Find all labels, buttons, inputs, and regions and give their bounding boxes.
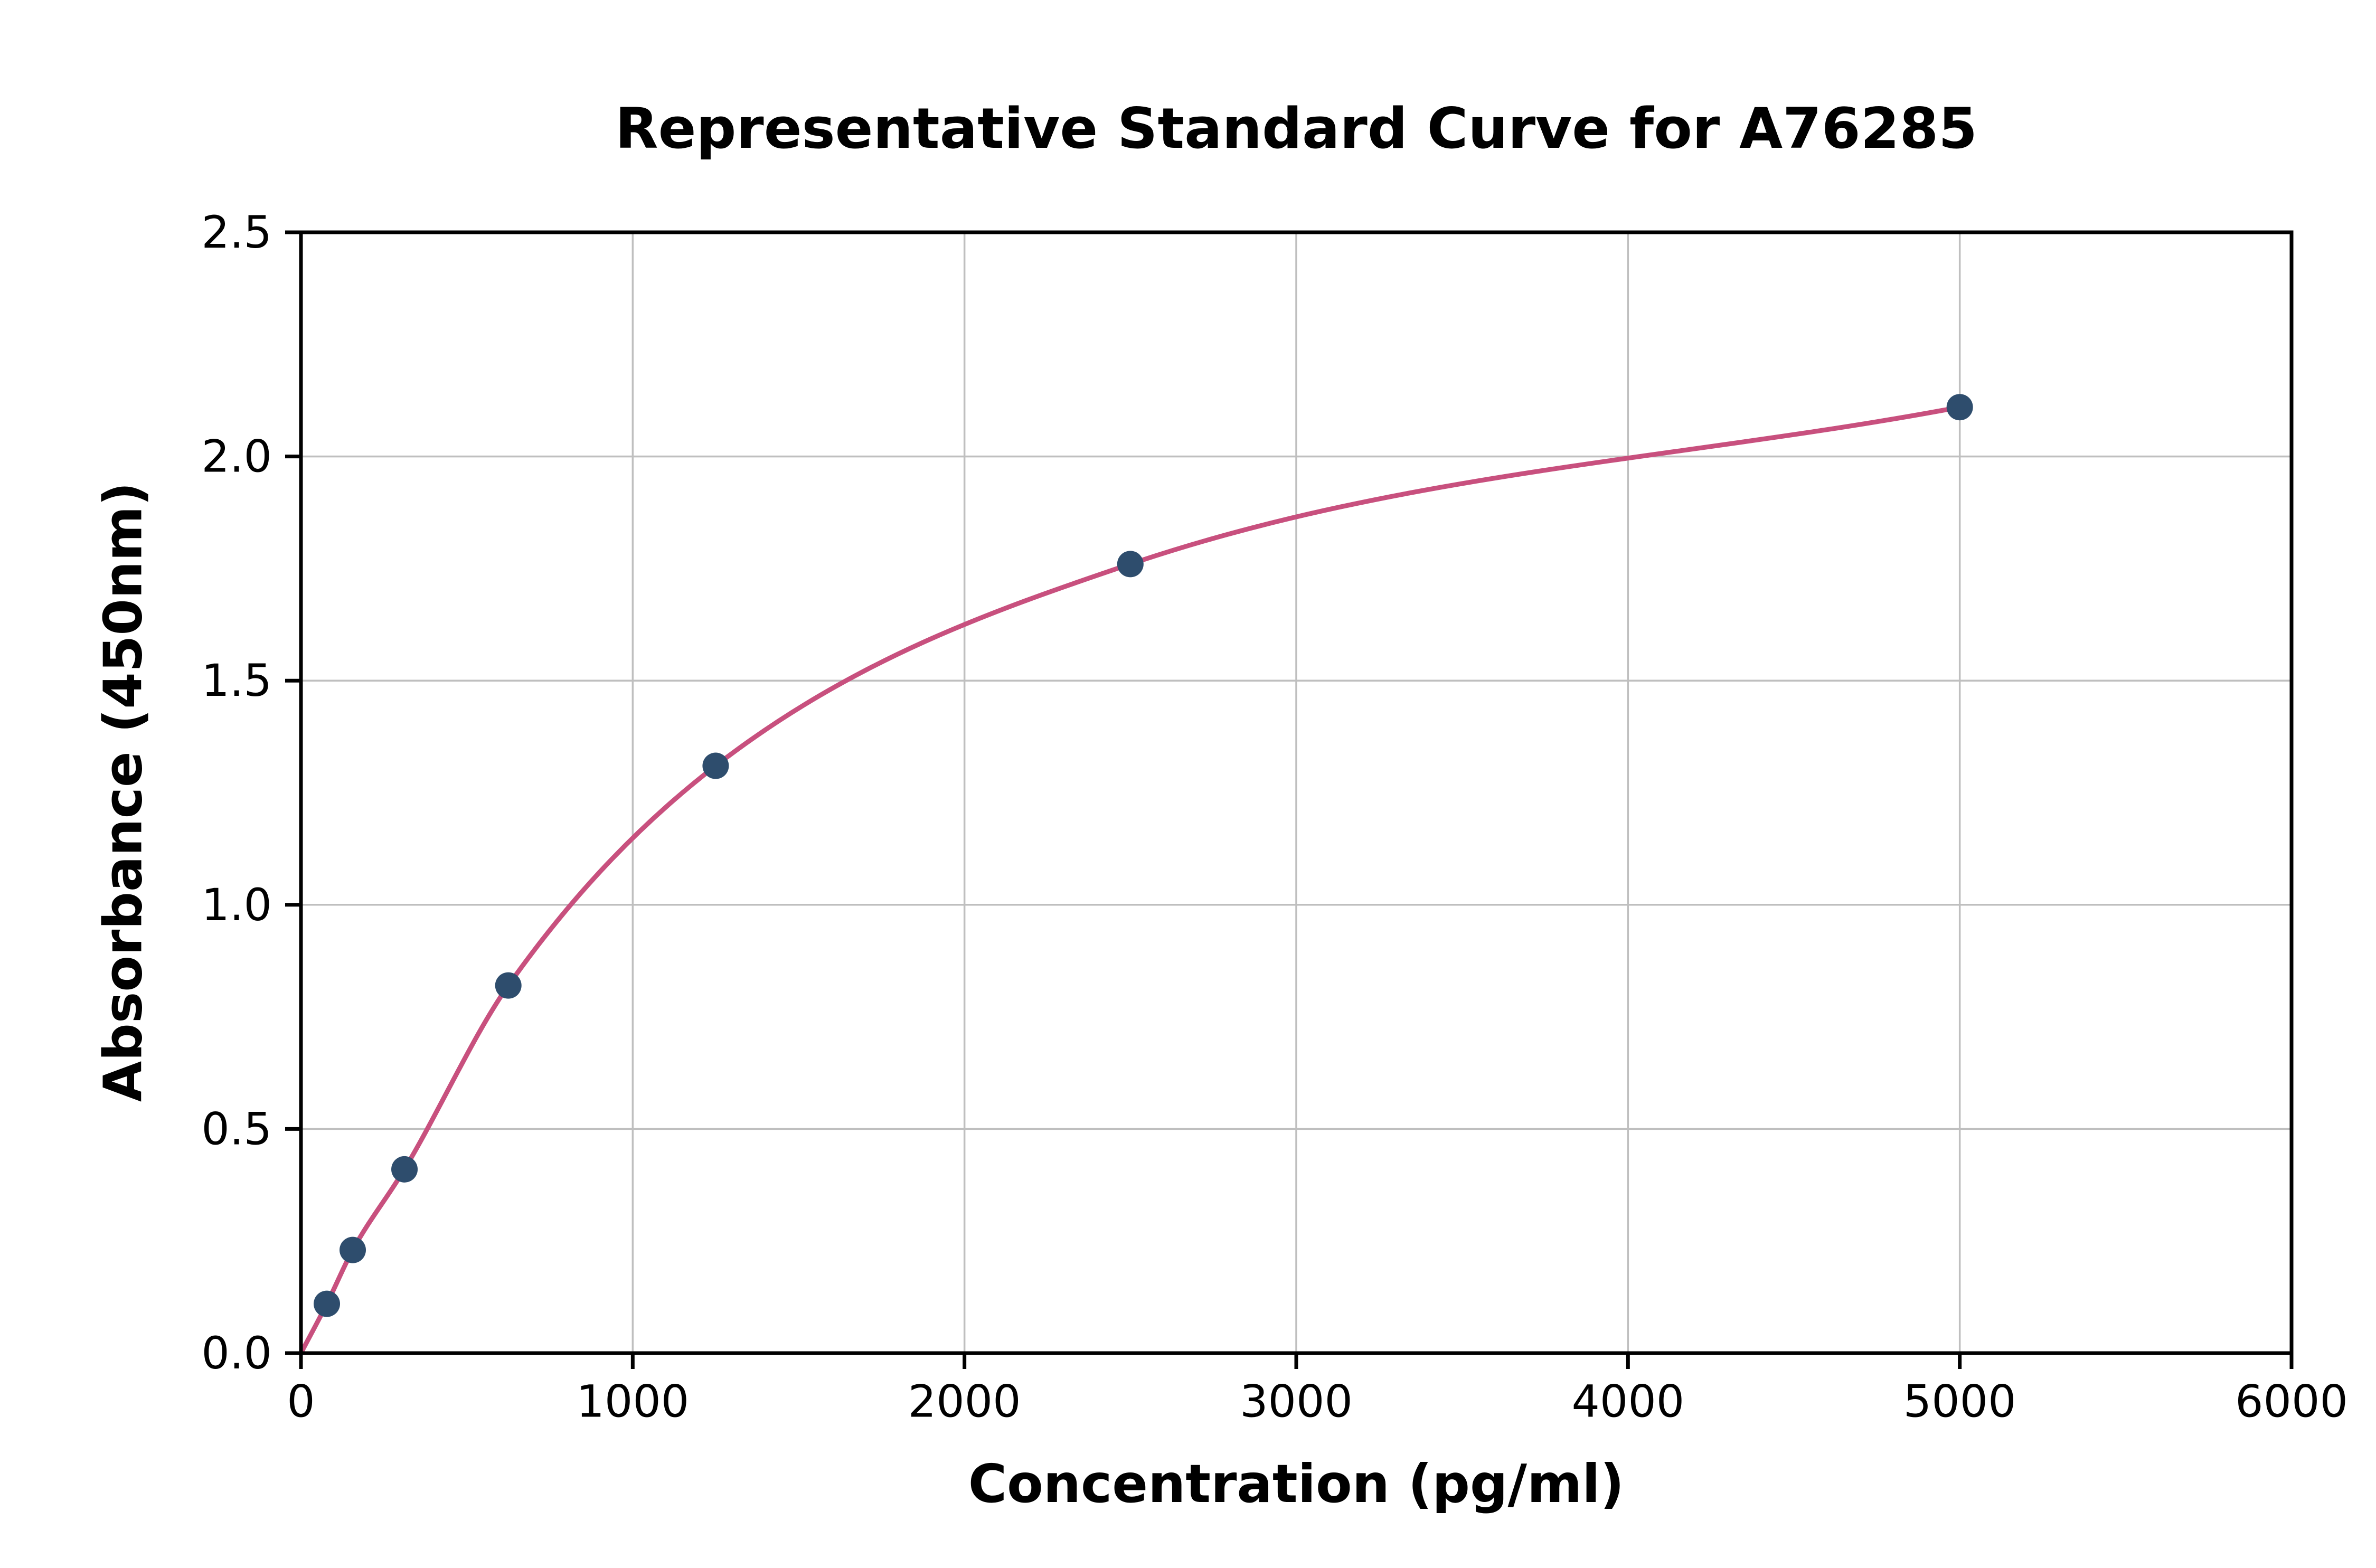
x-tick-label: 1000 [576,1375,689,1427]
x-tick-label: 5000 [1903,1375,2016,1427]
x-tick-label: 6000 [2235,1375,2348,1427]
x-tick-label: 4000 [1571,1375,1684,1427]
y-tick-label: 1.5 [201,655,272,706]
chart-title: Representative Standard Curve for A76285 [615,96,1977,161]
data-point [1117,551,1144,578]
data-point [314,1290,341,1317]
y-tick-label: 2.5 [201,206,272,258]
data-point [495,972,522,999]
data-point [340,1236,366,1263]
y-tick-label: 0.5 [201,1103,272,1155]
x-tick-label: 2000 [908,1375,1021,1427]
x-tick-label: 0 [287,1375,315,1427]
data-point [391,1156,418,1183]
data-point [702,752,729,779]
fit-curve [298,404,1963,1356]
y-tick-label: 0.0 [201,1327,272,1379]
x-tick-label: 3000 [1240,1375,1353,1427]
y-tick-label: 2.0 [201,431,272,483]
y-tick-label: 1.0 [201,879,272,931]
data-point [1946,394,1973,421]
x-axis-label: Concentration (pg/ml) [968,1453,1625,1515]
